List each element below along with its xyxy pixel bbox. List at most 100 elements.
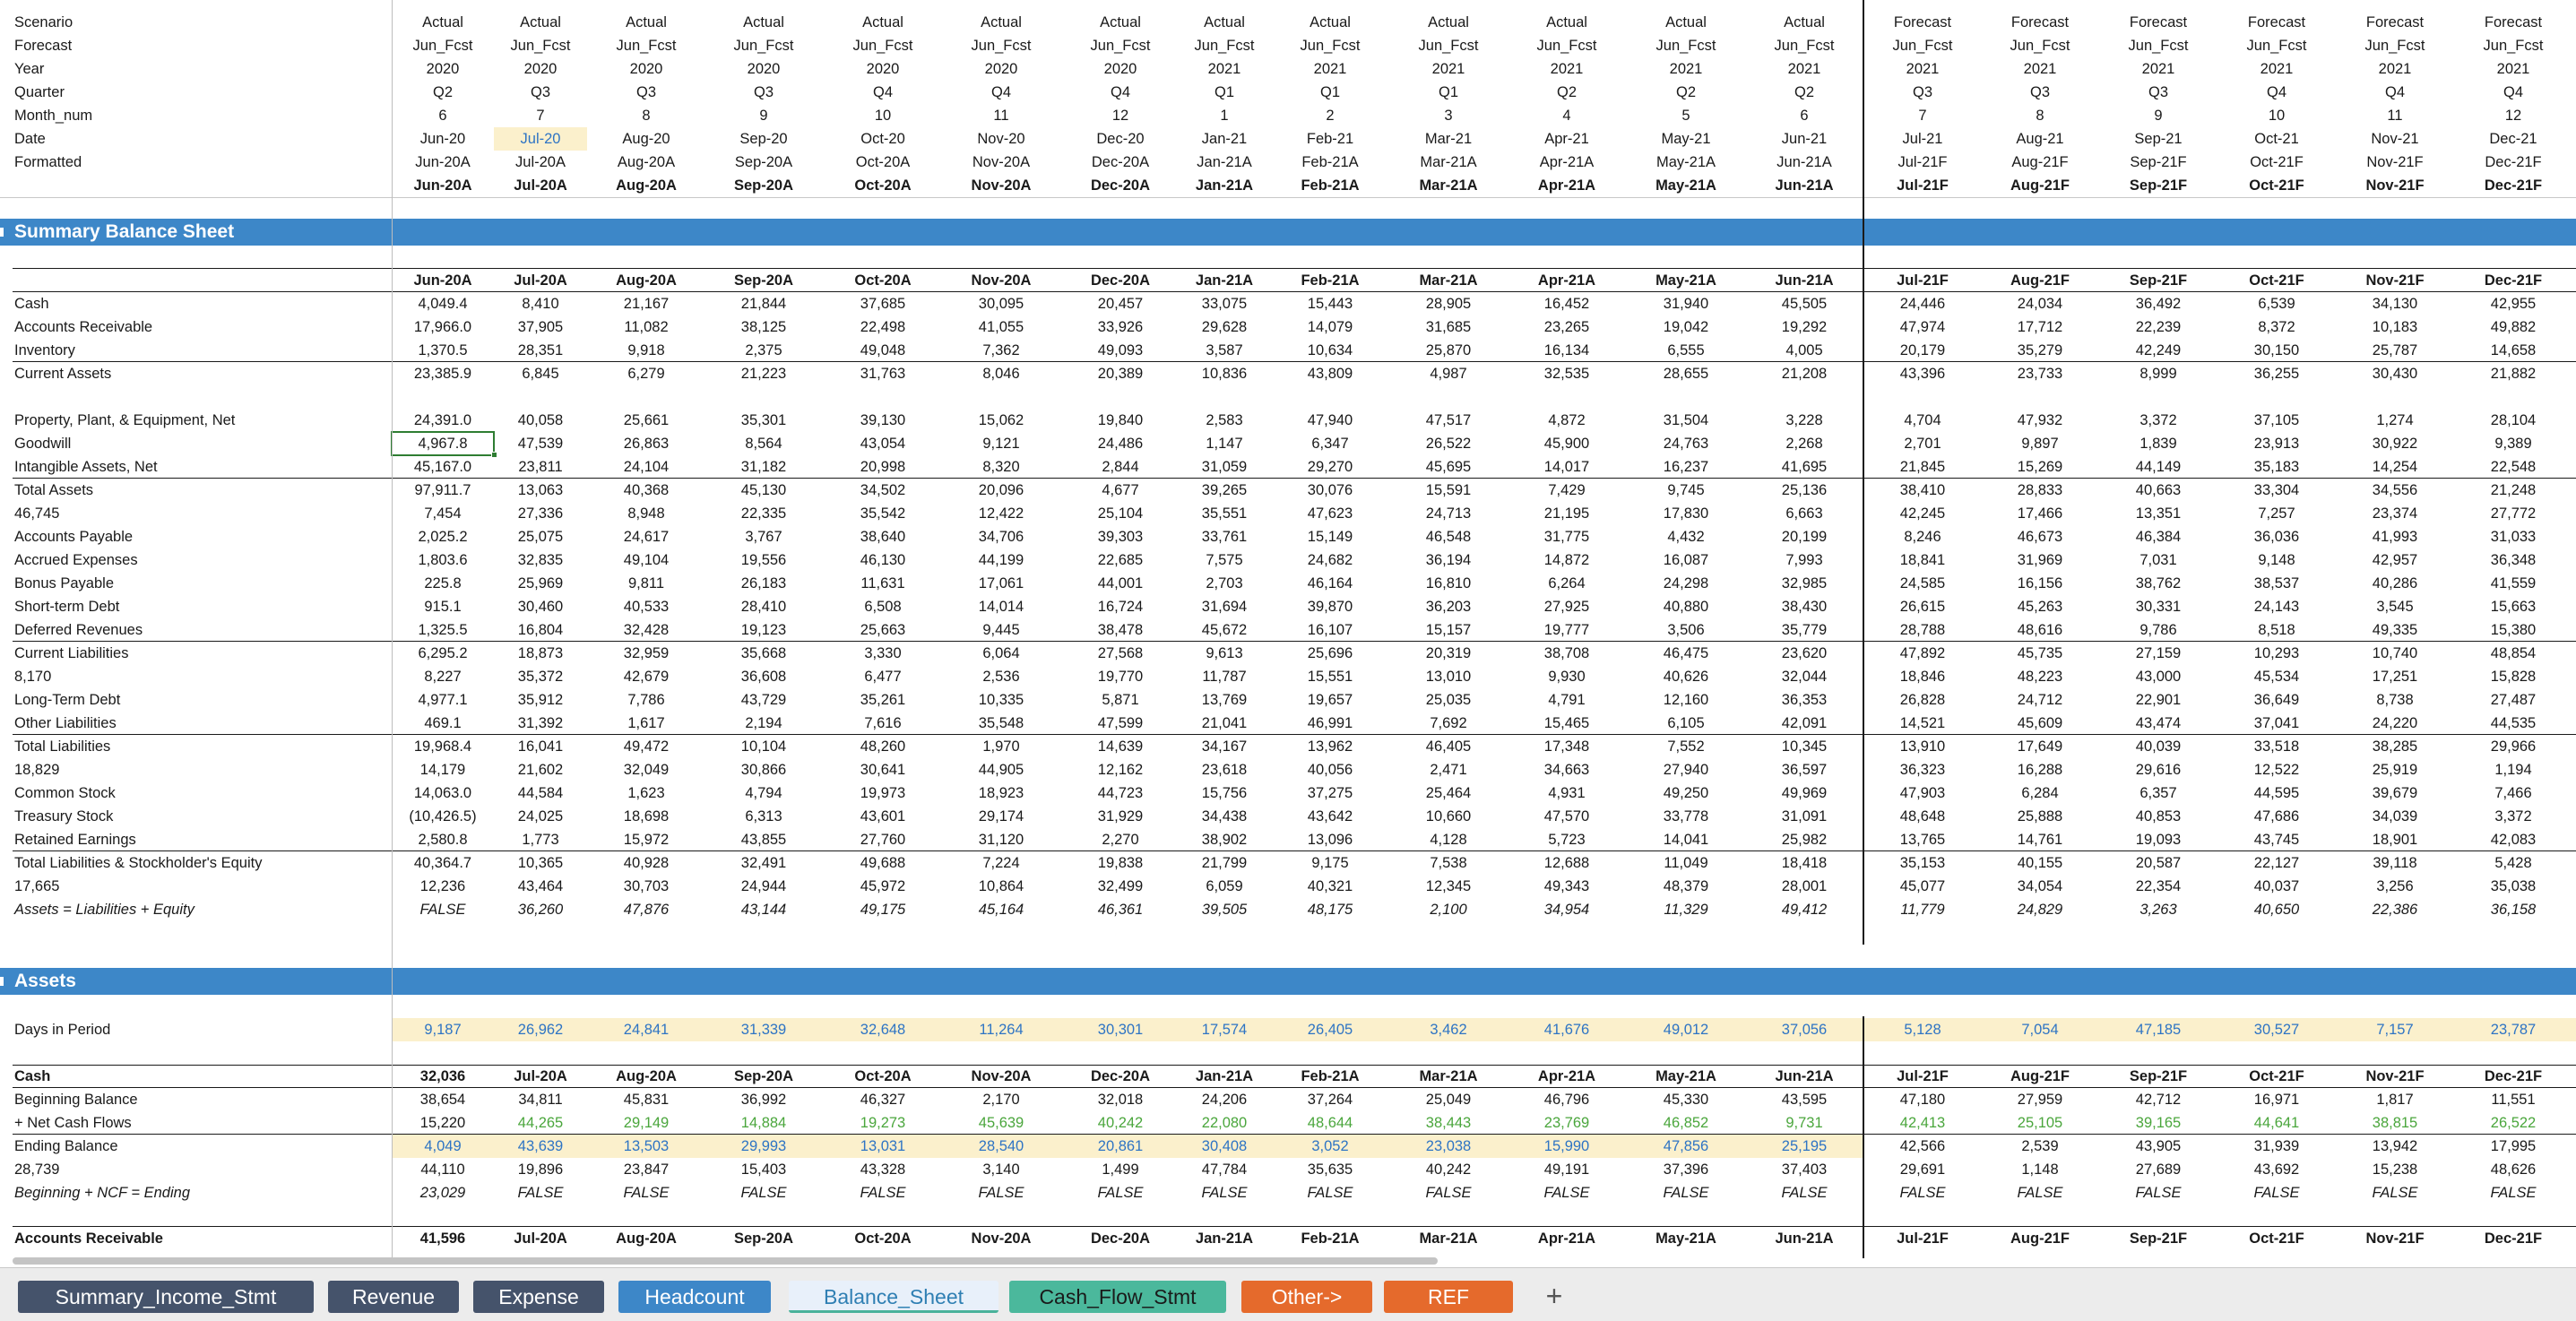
row-label[interactable]: Cash [14, 1068, 51, 1084]
balance-value[interactable]: 6,313 [745, 808, 782, 825]
balance-value[interactable]: 47,892 [1899, 645, 1946, 661]
balance-value[interactable]: 36,158 [2490, 902, 2537, 918]
balance-value[interactable]: 35,038 [2490, 878, 2537, 894]
header-cell[interactable]: Q3 [635, 84, 656, 100]
header-cell[interactable]: Feb-21A [1301, 154, 1359, 170]
row-label[interactable]: Deferred Revenues [14, 622, 143, 638]
balance-value[interactable]: 24,486 [1097, 436, 1144, 452]
balance-value[interactable]: 27,568 [1097, 645, 1144, 661]
balance-value[interactable]: 38,410 [1899, 482, 1946, 498]
add-sheet-button[interactable]: + [1545, 1280, 1563, 1312]
balance-value[interactable]: 9,389 [2494, 436, 2532, 452]
header-cell[interactable]: Jun_Fcst [2364, 38, 2425, 54]
balance-value[interactable]: 43,642 [1307, 808, 1353, 825]
balance-value[interactable]: 10,335 [978, 692, 1024, 708]
header-cell[interactable]: 2020 [1103, 61, 1137, 77]
balance-value[interactable]: 1,147 [1206, 436, 1243, 452]
header-cell[interactable]: Q4 [2266, 84, 2286, 100]
balance-value[interactable]: 24,298 [1663, 575, 1709, 591]
header-cell[interactable]: Jun_Fcst [1418, 38, 1479, 54]
header-cell[interactable]: Jun_Fcst [2128, 38, 2189, 54]
balance-value[interactable]: 33,926 [1097, 319, 1144, 335]
balance-value[interactable]: 47,932 [2017, 412, 2063, 428]
header-cell[interactable]: Aug-20A [617, 154, 676, 170]
balance-value[interactable]: 8,227 [424, 669, 462, 685]
balance-value[interactable]: 15,157 [1425, 622, 1472, 638]
cash-value[interactable]: 37,403 [1781, 1161, 1828, 1178]
balance-value[interactable]: 15,062 [978, 412, 1024, 428]
row-label[interactable]: 18,829 [14, 762, 60, 778]
balance-value[interactable]: 23,618 [1201, 762, 1248, 778]
balance-value[interactable]: 1,370.5 [418, 342, 468, 358]
cash-value[interactable]: 29,993 [740, 1138, 787, 1154]
header-cell[interactable]: 8 [642, 108, 651, 124]
balance-value[interactable]: 16,041 [517, 738, 564, 755]
balance-value[interactable]: 43,729 [740, 692, 787, 708]
column-header-cell[interactable]: Sep-21F [2129, 272, 2188, 289]
cash-value[interactable]: FALSE [860, 1185, 906, 1201]
cash-value[interactable]: 25,195 [1781, 1138, 1828, 1154]
balance-value[interactable]: 38,125 [740, 319, 787, 335]
balance-value[interactable]: 23,265 [1543, 319, 1590, 335]
header-cell[interactable]: Jul-20A [514, 177, 567, 194]
balance-value[interactable]: 9,930 [1548, 669, 1586, 685]
balance-value[interactable]: 2,583 [1206, 412, 1243, 428]
header-cell[interactable]: Jul-21 [1902, 131, 1943, 147]
balance-value[interactable]: 11,049 [1664, 855, 1708, 871]
column-header-cell[interactable]: Jun-21A [1775, 1068, 1834, 1084]
scrollbar-thumb[interactable] [13, 1257, 1438, 1265]
balance-value[interactable]: 41,993 [2372, 529, 2418, 545]
cash-value[interactable]: 45,330 [1663, 1092, 1709, 1108]
column-header-cell[interactable]: Dec-21F [2484, 272, 2543, 289]
balance-value[interactable]: 24,446 [1899, 296, 1946, 312]
balance-value[interactable]: 24,034 [2017, 296, 2063, 312]
row-label[interactable]: Retained Earnings [14, 832, 136, 848]
balance-value[interactable]: 43,054 [860, 436, 906, 452]
balance-value[interactable]: 42,679 [623, 669, 670, 685]
balance-value[interactable]: 6,279 [627, 366, 665, 382]
balance-value[interactable]: 8,999 [2139, 366, 2177, 382]
cash-value[interactable]: 40,242 [1097, 1115, 1144, 1131]
balance-value[interactable]: 33,075 [1201, 296, 1248, 312]
header-cell[interactable]: 2021 [2023, 61, 2057, 77]
row-label[interactable]: Forecast [14, 38, 73, 54]
balance-value[interactable]: 25,888 [2017, 808, 2063, 825]
column-header-cell[interactable]: Nov-20A [971, 272, 1032, 289]
header-cell[interactable]: 2021 [2260, 61, 2294, 77]
balance-value[interactable]: 38,762 [2135, 575, 2182, 591]
column-header-cell[interactable]: Jul-20A [514, 1230, 567, 1247]
header-cell[interactable]: Oct-21F [2250, 154, 2304, 170]
balance-value[interactable]: 46,405 [1425, 738, 1472, 755]
balance-value[interactable]: 45,167.0 [413, 459, 472, 475]
header-cell[interactable]: Feb-21 [1306, 131, 1354, 147]
balance-value[interactable]: 34,706 [978, 529, 1024, 545]
balance-value[interactable]: 37,905 [517, 319, 564, 335]
days-value[interactable]: 41,676 [1543, 1022, 1590, 1038]
balance-value[interactable]: 45,077 [1899, 878, 1946, 894]
balance-value[interactable]: 29,616 [2135, 762, 2182, 778]
balance-value[interactable]: 30,703 [623, 878, 670, 894]
balance-value[interactable]: 36,323 [1899, 762, 1946, 778]
balance-value[interactable]: 40,321 [1307, 878, 1353, 894]
cash-value[interactable]: FALSE [2490, 1185, 2537, 1201]
header-cell[interactable]: Jul-21F [1897, 177, 1949, 194]
column-header-cell[interactable]: Oct-21F [2249, 272, 2304, 289]
header-cell[interactable]: Actual [743, 14, 784, 30]
balance-value[interactable]: 32,835 [517, 552, 564, 568]
cash-value[interactable]: 11,551 [2491, 1092, 2536, 1108]
header-cell[interactable]: Sep-21F [2129, 177, 2188, 194]
balance-value[interactable]: 7,224 [982, 855, 1020, 871]
column-header-cell[interactable]: May-21A [1655, 1230, 1716, 1247]
cash-value[interactable]: 37,396 [1663, 1161, 1709, 1178]
header-cell[interactable]: 2021 [1669, 61, 1703, 77]
balance-value[interactable]: 30,430 [2372, 366, 2418, 382]
balance-value[interactable]: 48,223 [2017, 669, 2063, 685]
header-cell[interactable]: Jun_Fcst [1774, 38, 1835, 54]
balance-value[interactable]: 30,460 [517, 599, 564, 615]
row-label[interactable]: Accounts Payable [14, 529, 134, 545]
balance-value[interactable]: 2,703 [1206, 575, 1243, 591]
balance-value[interactable]: 43,000 [2135, 669, 2182, 685]
balance-value[interactable]: 13,351 [2135, 505, 2182, 522]
ar-header-value[interactable]: 41,596 [419, 1230, 466, 1247]
cash-value[interactable]: 23,038 [1425, 1138, 1472, 1154]
